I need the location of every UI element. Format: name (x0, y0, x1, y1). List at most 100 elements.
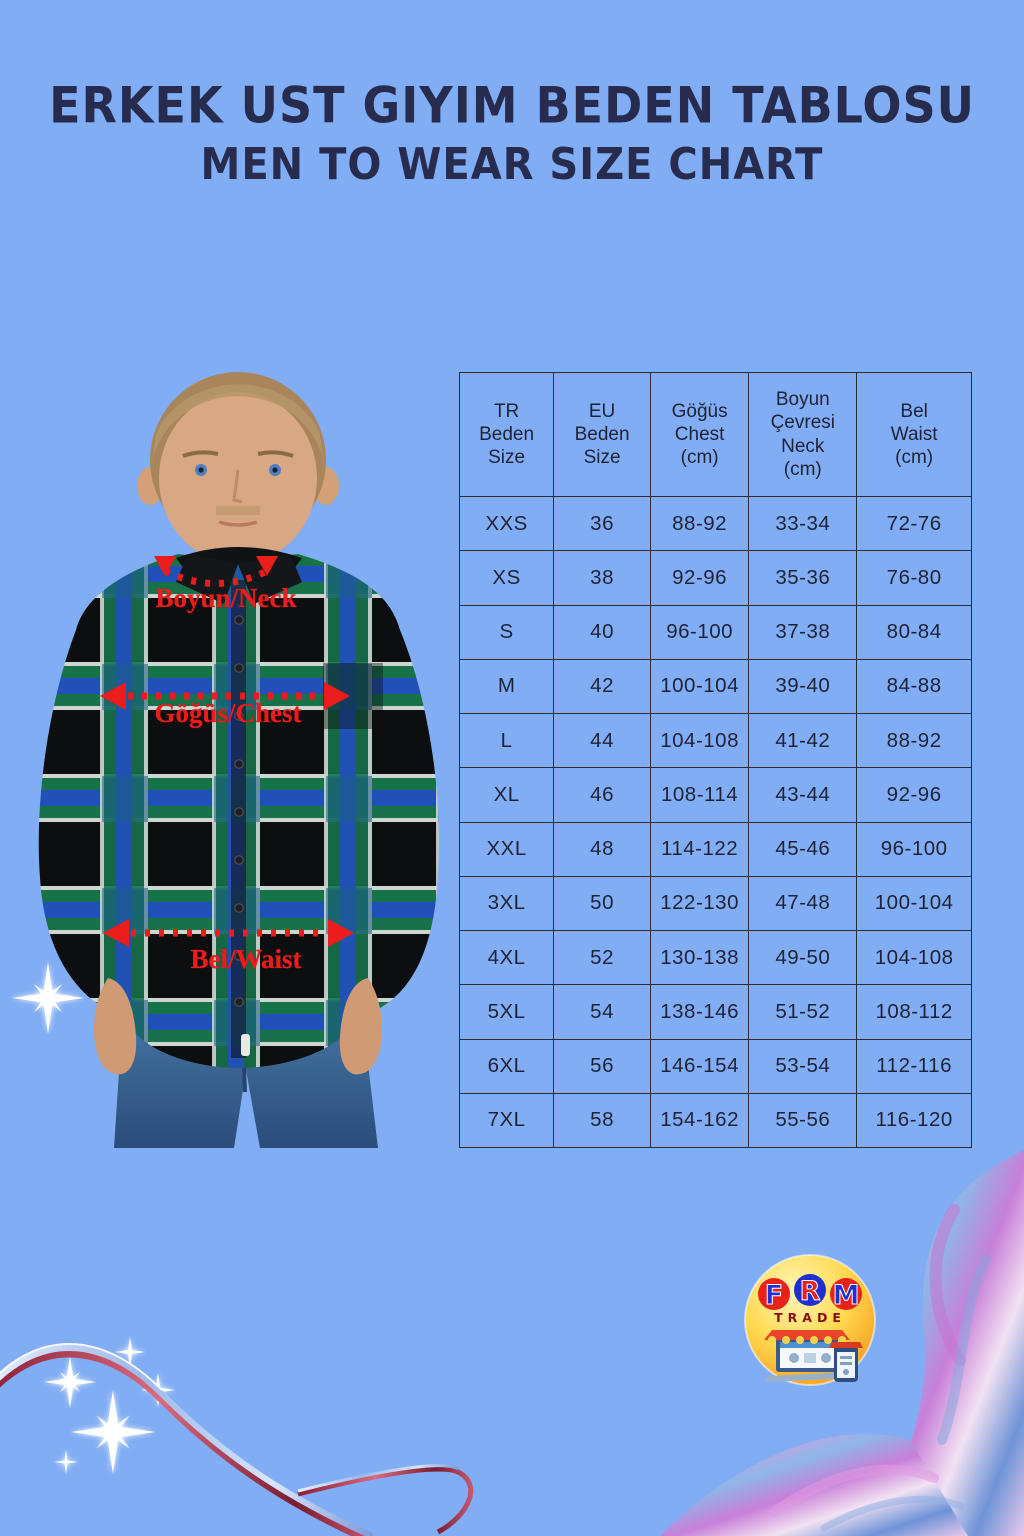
size-cell: 154-162 (649, 1092, 750, 1149)
size-row: 6XL 56 146-154 53-54 112-116 (458, 1038, 972, 1094)
size-cell: 52 (553, 929, 651, 986)
size-row: XS 38 92-96 35-36 76-80 (458, 550, 972, 606)
size-cell: 3XL (458, 875, 555, 932)
page-subtitle: MEN TO WEAR SIZE CHART (200, 140, 824, 190)
size-cell: S (458, 604, 555, 660)
size-cell: 4XL (458, 929, 555, 986)
size-cell: 138-146 (649, 984, 750, 1040)
size-table: TR Beden Size EU Beden Size Göğüs Chest (c… (458, 372, 972, 1149)
size-cell: 42 (553, 658, 651, 715)
logo-letter-r: R (800, 1276, 821, 1307)
size-cell: 76-80 (856, 550, 972, 606)
size-cell: 54 (553, 984, 651, 1040)
size-cell: 45-46 (748, 821, 858, 877)
logo-letter-f: F (765, 1280, 783, 1311)
size-cell: 35-36 (748, 550, 858, 606)
measurement-arrows (100, 556, 354, 947)
size-cell: 114-122 (649, 821, 750, 877)
size-row: XL 46 108-114 43-44 92-96 (458, 767, 972, 823)
size-cell: 96-100 (649, 604, 750, 660)
logo-letters: F R M (758, 1274, 862, 1312)
size-cell: 43-44 (748, 767, 858, 823)
size-row: 4XL 52 130-138 49-50 104-108 (458, 929, 972, 986)
size-cell: 112-116 (856, 1038, 972, 1094)
size-cell: 104-108 (856, 929, 972, 986)
size-cell: 122-130 (649, 875, 750, 932)
column-header: TR Beden Size (458, 372, 555, 497)
size-cell: XXS (458, 495, 555, 552)
size-cell: 92-96 (649, 550, 750, 606)
column-header: Bel Waist (cm) (856, 372, 972, 497)
size-cell: 58 (553, 1092, 651, 1149)
size-cell: 88-92 (649, 495, 750, 552)
size-cell: 108-112 (856, 984, 972, 1040)
size-cell: 92-96 (856, 767, 972, 823)
size-cell: 84-88 (856, 658, 972, 715)
size-cell: 41-42 (748, 712, 858, 769)
size-cell: 51-52 (748, 984, 858, 1040)
size-cell: 72-76 (856, 495, 972, 552)
size-cell: 44 (553, 712, 651, 769)
chest-label: Göğüs/Chest (154, 698, 302, 728)
size-cell: 88-92 (856, 712, 972, 769)
jeans-drawstring (241, 1034, 250, 1056)
size-cell: 100-104 (856, 875, 972, 932)
logo-sub: TRADE (774, 1310, 846, 1325)
column-header: EU Beden Size (553, 372, 651, 497)
size-cell: 56 (553, 1038, 651, 1094)
size-cell: L (458, 712, 555, 769)
size-cell: 37-38 (748, 604, 858, 660)
size-cell: XS (458, 550, 555, 606)
waist-label: Bel/Waist (190, 944, 302, 974)
size-cell: 40 (553, 604, 651, 660)
logo-letter-m: M (833, 1280, 860, 1311)
column-header: Göğüs Chest (cm) (649, 372, 750, 497)
size-cell: 5XL (458, 984, 555, 1040)
size-cell: 6XL (458, 1038, 555, 1094)
model-hands (93, 978, 383, 1075)
header-row: TR Beden Size EU Beden Size Göğüs Chest (c… (458, 372, 972, 497)
column-header: Boyun Çevresi Neck (cm) (748, 372, 858, 497)
size-cell: 104-108 (649, 712, 750, 769)
holographic-shape (660, 1150, 1024, 1536)
size-cell: 46 (553, 767, 651, 823)
size-row: XXL 48 114-122 45-46 96-100 (458, 821, 972, 877)
size-cell: M (458, 658, 555, 715)
page-title: ERKEK UST GIYIM BEDEN TABLOSU (49, 75, 975, 135)
size-cell: 96-100 (856, 821, 972, 877)
size-cell: XXL (458, 821, 555, 877)
size-row: L 44 104-108 41-42 88-92 (458, 712, 972, 769)
size-cell: 7XL (458, 1092, 555, 1149)
size-row: 3XL 50 122-130 47-48 100-104 (458, 875, 972, 932)
size-row: XXS 36 88-92 33-34 72-76 (458, 495, 972, 552)
model-illustration (38, 372, 439, 1148)
size-cell: 116-120 (856, 1092, 972, 1149)
size-cell: 55-56 (748, 1092, 858, 1149)
size-cell: XL (458, 767, 555, 823)
size-cell: 33-34 (748, 495, 858, 552)
size-cell: 130-138 (649, 929, 750, 986)
size-cell: 49-50 (748, 929, 858, 986)
logo-storefront-icon (764, 1330, 863, 1382)
size-cell: 50 (553, 875, 651, 932)
size-cell: 48 (553, 821, 651, 877)
size-cell: 100-104 (649, 658, 750, 715)
size-cell: 80-84 (856, 604, 972, 660)
size-cell: 108-114 (649, 767, 750, 823)
size-cell: 38 (553, 550, 651, 606)
size-row: S 40 96-100 37-38 80-84 (458, 604, 972, 660)
neck-label: Boyun/Neck (155, 583, 297, 613)
size-cell: 53-54 (748, 1038, 858, 1094)
frm-trade-logo: F R M TRADE (744, 1254, 876, 1386)
size-row: 5XL 54 138-146 51-52 108-112 (458, 984, 972, 1040)
size-cell: 36 (553, 495, 651, 552)
size-cell: 47-48 (748, 875, 858, 932)
size-row: M 42 100-104 39-40 84-88 (458, 658, 972, 715)
size-row: 7XL 58 154-162 55-56 116-120 (458, 1092, 972, 1149)
model-photo (28, 368, 448, 1148)
ribbon-swirl (0, 1343, 474, 1536)
neck-measure-arc (163, 567, 269, 587)
size-cell: 146-154 (649, 1038, 750, 1094)
size-cell: 39-40 (748, 658, 858, 715)
